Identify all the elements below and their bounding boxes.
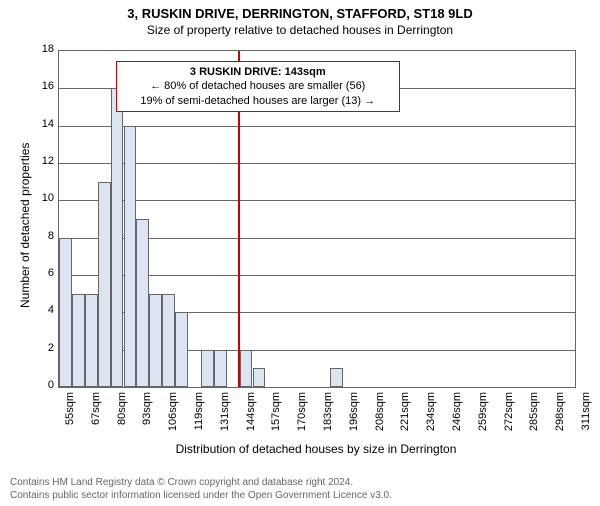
- x-tick-label: 93sqm: [141, 392, 153, 432]
- x-tick-label: 131sqm: [219, 392, 231, 432]
- grid-line: [59, 200, 575, 201]
- x-tick-label: 80sqm: [116, 392, 128, 432]
- y-tick-label: 10: [30, 192, 54, 204]
- y-axis-label: Number of detached properties: [18, 143, 32, 308]
- x-tick-label: 285sqm: [528, 392, 540, 432]
- x-tick-label: 55sqm: [64, 392, 76, 432]
- grid-line: [59, 126, 575, 127]
- histogram-bar: [175, 312, 188, 387]
- x-tick-label: 196sqm: [348, 392, 360, 432]
- x-tick-label: 67sqm: [90, 392, 102, 432]
- y-tick-label: 2: [30, 342, 54, 354]
- chart-title: 3, RUSKIN DRIVE, DERRINGTON, STAFFORD, S…: [0, 6, 600, 21]
- histogram-bar: [149, 294, 162, 387]
- x-tick-label: 106sqm: [167, 392, 179, 432]
- x-tick-label: 119sqm: [193, 392, 205, 432]
- x-tick-label: 234sqm: [425, 392, 437, 432]
- annotation-box: 3 RUSKIN DRIVE: 143sqm← 80% of detached …: [116, 61, 400, 112]
- y-tick-label: 16: [30, 80, 54, 92]
- footer-line-2: Contains public sector information licen…: [10, 489, 392, 502]
- histogram-bar: [162, 294, 175, 387]
- footer-attribution: Contains HM Land Registry data © Crown c…: [10, 476, 392, 502]
- footer-line-1: Contains HM Land Registry data © Crown c…: [10, 476, 392, 489]
- y-tick-label: 0: [30, 379, 54, 391]
- x-tick-label: 208sqm: [374, 392, 386, 432]
- x-tick-label: 144sqm: [245, 392, 257, 432]
- y-tick-label: 18: [30, 43, 54, 55]
- histogram-bar: [136, 219, 149, 387]
- histogram-bar: [59, 238, 72, 387]
- y-tick-label: 6: [30, 267, 54, 279]
- histogram-bar: [85, 294, 98, 387]
- x-tick-label: 298sqm: [554, 392, 566, 432]
- x-tick-label: 246sqm: [451, 392, 463, 432]
- annotation-line-1: ← 80% of detached houses are smaller (56…: [123, 79, 393, 93]
- grid-line: [59, 163, 575, 164]
- chart-subtitle: Size of property relative to detached ho…: [0, 23, 600, 37]
- x-tick-label: 259sqm: [477, 392, 489, 432]
- x-tick-label: 272sqm: [503, 392, 515, 432]
- histogram-bar: [124, 126, 137, 387]
- y-tick-label: 12: [30, 155, 54, 167]
- histogram-bar: [98, 182, 111, 387]
- annotation-title: 3 RUSKIN DRIVE: 143sqm: [123, 65, 393, 79]
- histogram-bar: [72, 294, 85, 387]
- x-tick-label: 221sqm: [399, 392, 411, 432]
- histogram-bar: [201, 350, 214, 387]
- plot-area: 3 RUSKIN DRIVE: 143sqm← 80% of detached …: [58, 50, 576, 388]
- histogram-bar: [111, 88, 124, 387]
- x-tick-label: 157sqm: [270, 392, 282, 432]
- x-tick-label: 170sqm: [296, 392, 308, 432]
- histogram-bar: [253, 368, 266, 387]
- y-tick-label: 14: [30, 118, 54, 130]
- annotation-line-2: 19% of semi-detached houses are larger (…: [123, 94, 393, 108]
- histogram-bar: [330, 368, 343, 387]
- y-tick-label: 4: [30, 304, 54, 316]
- histogram-bar: [214, 350, 227, 387]
- x-axis-label: Distribution of detached houses by size …: [58, 442, 574, 456]
- y-tick-label: 8: [30, 230, 54, 242]
- x-tick-label: 183sqm: [322, 392, 334, 432]
- histogram-bar: [240, 350, 253, 387]
- x-tick-label: 311sqm: [580, 392, 592, 432]
